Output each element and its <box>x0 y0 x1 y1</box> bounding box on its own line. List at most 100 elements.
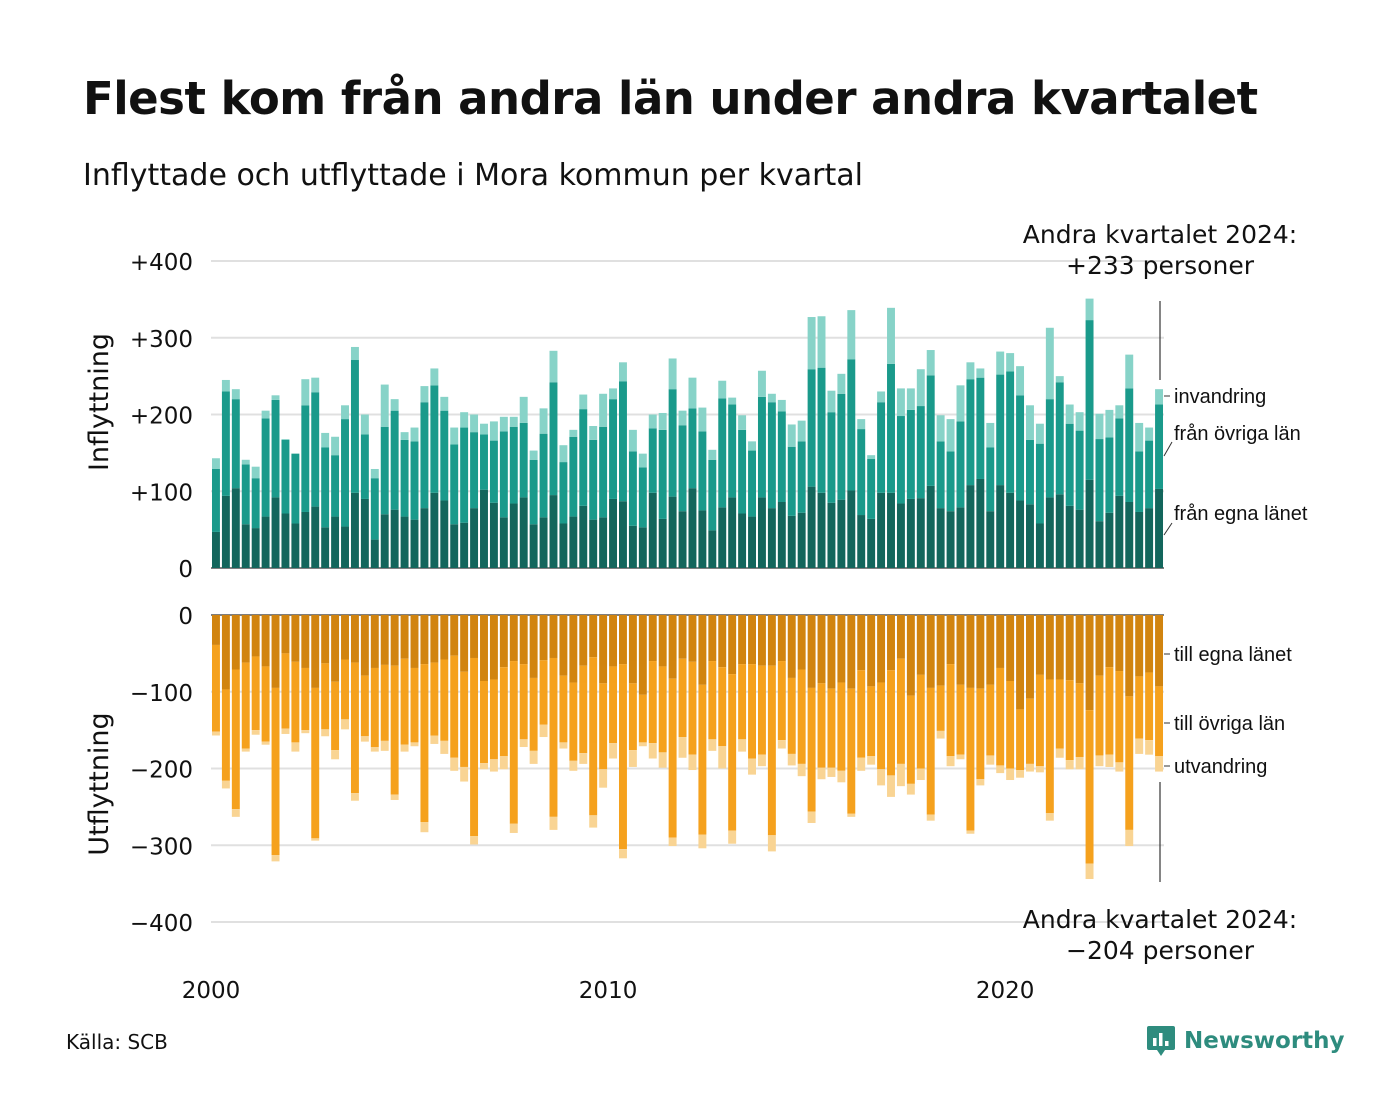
bar-outflow-egna-lanet <box>668 615 677 679</box>
bar-outflow-utvandring <box>1155 756 1164 772</box>
bar-inflow-egna-lanet <box>996 485 1005 568</box>
bar-inflow-egna-lanet <box>519 497 528 568</box>
bar-outflow-egna-lanet <box>728 615 737 675</box>
newsworthy-logo[interactable]: Newsworthy <box>1146 1024 1345 1058</box>
bar-outflow-utvandring <box>559 742 568 749</box>
bar-inflow-egna-lanet <box>956 507 965 568</box>
bar-outflow-ovriga-lan <box>1085 710 1094 864</box>
annotation-top-line2: +233 personer <box>1066 251 1255 280</box>
bar-inflow-ovriga-lan <box>1055 382 1064 495</box>
bar-inflow-ovriga-lan <box>1085 320 1094 480</box>
bar-inflow-egna-lanet <box>460 522 469 568</box>
bar-inflow-ovriga-lan <box>648 428 657 493</box>
bar-outflow-utvandring <box>807 811 816 823</box>
bar-outflow-utvandring <box>301 730 310 734</box>
bar-inflow-invandring <box>896 388 905 417</box>
bar-outflow-ovriga-lan <box>370 667 379 748</box>
bar-outflow-utvandring <box>767 835 776 852</box>
bar-outflow-utvandring <box>350 793 359 801</box>
bar-outflow-egna-lanet <box>956 615 965 685</box>
bar-inflow-egna-lanet <box>311 506 320 568</box>
bar-outflow-egna-lanet <box>589 615 598 658</box>
bar-inflow-ovriga-lan <box>638 467 647 528</box>
bar-outflow-ovriga-lan <box>1016 709 1025 771</box>
bar-outflow-ovriga-lan <box>767 665 776 836</box>
bar-inflow-egna-lanet <box>1155 488 1164 568</box>
bar-outflow-ovriga-lan <box>341 659 349 720</box>
bar-outflow-ovriga-lan <box>380 664 389 741</box>
bar-outflow-utvandring <box>390 794 399 800</box>
bar-outflow-utvandring <box>678 737 687 758</box>
bar-outflow-ovriga-lan <box>827 688 836 768</box>
bar-outflow-egna-lanet <box>1105 615 1114 668</box>
top-grid <box>211 260 1164 569</box>
bar-outflow-ovriga-lan <box>559 675 568 743</box>
bar-outflow-utvandring <box>1085 863 1094 880</box>
bar-inflow-ovriga-lan <box>331 455 340 517</box>
y-tick-label: −200 <box>130 758 193 784</box>
bar-outflow-ovriga-lan <box>509 661 518 824</box>
bar-outflow-egna-lanet <box>291 615 300 662</box>
bar-outflow-ovriga-lan <box>688 661 697 755</box>
bar-outflow-ovriga-lan <box>1155 686 1164 757</box>
bar-outflow-egna-lanet <box>738 615 747 665</box>
bar-outflow-ovriga-lan <box>1115 671 1124 763</box>
bar-outflow-egna-lanet <box>1085 615 1094 711</box>
bar-outflow-ovriga-lan <box>619 664 627 850</box>
bar-outflow-egna-lanet <box>460 615 469 672</box>
bar-inflow-egna-lanet <box>589 519 598 568</box>
bar-outflow-ovriga-lan <box>847 688 856 814</box>
bar-inflow-invandring <box>519 396 528 423</box>
bar-inflow-invandring <box>956 385 965 422</box>
bar-inflow-egna-lanet <box>728 497 737 568</box>
bar-inflow-ovriga-lan <box>767 402 776 509</box>
bar-outflow-ovriga-lan <box>1035 674 1044 767</box>
bar-outflow-ovriga-lan <box>529 677 538 751</box>
bar-inflow-egna-lanet <box>1035 523 1044 569</box>
bar-outflow-ovriga-lan <box>698 684 707 835</box>
bar-outflow-ovriga-lan <box>797 669 806 764</box>
bar-inflow-invandring <box>261 410 270 419</box>
bar-outflow-ovriga-lan <box>470 657 479 837</box>
bar-inflow-egna-lanet <box>1006 492 1015 568</box>
bar-outflow-egna-lanet <box>896 615 905 659</box>
bar-outflow-ovriga-lan <box>271 687 280 856</box>
bar-inflow-ovriga-lan <box>450 444 459 525</box>
bar-inflow-ovriga-lan <box>420 402 429 509</box>
bar-inflow-invandring <box>936 415 945 442</box>
bar-inflow-ovriga-lan <box>390 410 399 510</box>
bar-inflow-ovriga-lan <box>628 451 637 526</box>
bar-inflow-egna-lanet <box>628 525 637 568</box>
bar-outflow-utvandring <box>847 813 856 817</box>
bar-inflow-invandring <box>1085 298 1094 321</box>
bar-inflow-ovriga-lan <box>460 427 469 523</box>
bar-inflow-invandring <box>370 468 379 479</box>
bar-inflow-egna-lanet <box>946 511 955 568</box>
bar-inflow-ovriga-lan <box>609 399 618 499</box>
bar-outflow-utvandring <box>1026 763 1034 772</box>
bar-inflow-ovriga-lan <box>1035 443 1044 524</box>
bar-inflow-ovriga-lan <box>271 399 280 498</box>
bar-inflow-egna-lanet <box>708 530 717 568</box>
bar-inflow-ovriga-lan <box>589 439 598 520</box>
bar-outflow-egna-lanet <box>797 615 806 670</box>
bar-outflow-ovriga-lan <box>1006 681 1015 769</box>
bar-outflow-egna-lanet <box>887 615 895 671</box>
y-tick-label: −100 <box>130 681 193 707</box>
bar-inflow-egna-lanet <box>390 509 399 568</box>
bar-outflow-utvandring <box>1045 813 1054 821</box>
bar-inflow-invandring <box>509 416 518 427</box>
bar-outflow-ovriga-lan <box>480 681 488 764</box>
bar-outflow-egna-lanet <box>370 615 379 668</box>
bar-outflow-utvandring <box>450 757 459 771</box>
bar-inflow-invandring <box>916 369 925 407</box>
bar-inflow-egna-lanet <box>718 507 727 568</box>
bar-outflow-ovriga-lan <box>926 687 935 815</box>
bar-inflow-invandring <box>341 405 349 420</box>
bar-inflow-ovriga-lan <box>698 431 707 511</box>
bar-outflow-utvandring <box>241 748 250 752</box>
bar-inflow-egna-lanet <box>837 499 846 568</box>
bar-inflow-invandring <box>589 426 598 440</box>
y-tick-label: −300 <box>130 834 193 860</box>
bar-inflow-egna-lanet <box>916 498 925 568</box>
